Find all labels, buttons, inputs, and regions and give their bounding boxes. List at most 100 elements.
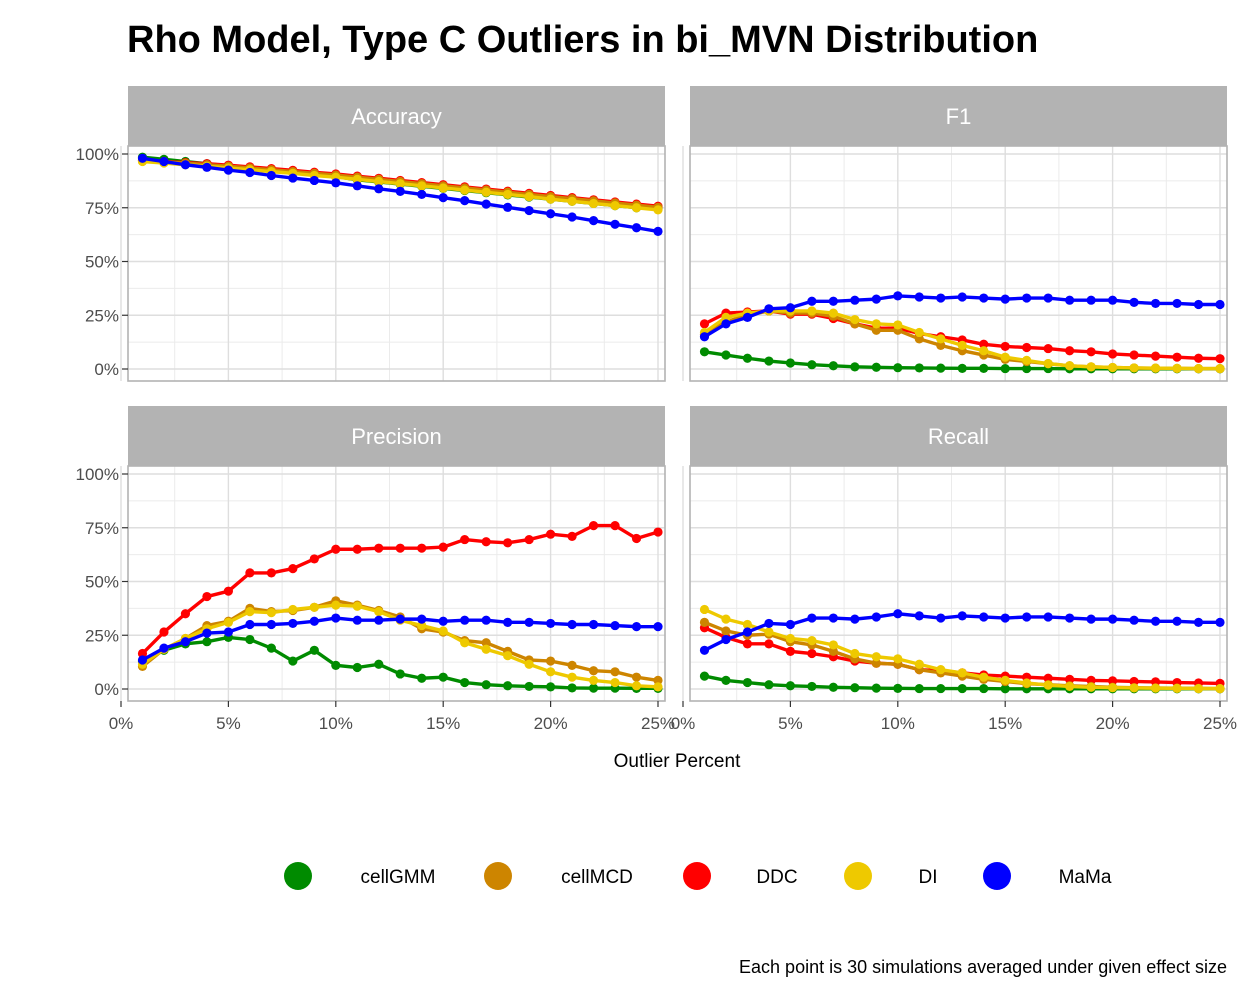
data-point-ddc [1043,673,1053,683]
data-point-ddc [1172,352,1182,362]
legend-key-cellmcd [484,862,512,890]
data-point-ddc [438,542,448,552]
data-point-mama [1000,613,1010,623]
data-point-cellmcd [936,340,946,350]
data-point-di [957,668,967,678]
y-tick-label: 75% [85,199,119,218]
data-point-di [850,314,860,325]
x-tick-label: 5% [216,714,241,733]
data-point-mama [1043,293,1053,303]
data-point-cellgmm [1022,363,1032,374]
data-point-mama [1215,617,1225,627]
data-point-di [1129,683,1139,693]
data-point-cellmcd [871,658,881,668]
data-point-mama [1172,616,1182,626]
data-point-ddc [1043,343,1053,354]
data-point-mama [1000,294,1010,304]
series-mama-recall [699,609,1225,655]
x-tick-label: 10% [881,714,915,733]
data-point-ddc [460,534,470,545]
data-point-mama [223,165,233,175]
data-point-mama [546,209,556,219]
data-point-cellgmm [957,683,967,694]
data-point-mama [1108,295,1118,305]
panel-border-accuracy [127,145,666,382]
data-point-mama [567,212,577,222]
data-point-ddc [610,521,620,531]
panel-f1: F1 [682,86,1228,382]
data-point-di [288,604,298,615]
data-point-mama [137,153,148,163]
x-tick-label: 25% [641,714,675,733]
data-point-di [438,183,448,193]
data-point-cellmcd [610,667,620,677]
data-point-mama [807,613,817,623]
series-ddc-precision [137,521,663,659]
data-point-mama [610,219,620,229]
legend-item-mama: MaMa [983,862,1112,890]
data-point-ddc [159,627,169,637]
data-point-mama [785,619,796,630]
data-point-mama [137,655,148,665]
legend-label-mama: MaMa [1059,867,1112,888]
data-point-mama [785,303,796,313]
legend-item-cellmcd: cellMCD [484,862,633,890]
data-point-cellgmm [893,683,903,693]
data-point-cellgmm [957,363,967,373]
data-point-di [1150,683,1161,693]
data-point-mama [588,216,599,226]
data-point-mama [438,193,448,203]
data-point-ddc [223,586,233,596]
data-point-mama [374,184,384,194]
data-point-di [460,638,470,648]
data-point-di [610,201,620,211]
data-point-di [936,334,946,344]
series-di-accuracy [137,156,663,215]
data-point-ddc [503,538,513,548]
data-point-mama [764,618,774,629]
data-point-mama [1086,295,1096,305]
data-point-cellgmm [309,645,319,655]
data-point-cellgmm [1000,684,1010,694]
data-point-mama [699,332,710,342]
data-point-mama [1193,299,1204,310]
data-point-di [785,633,796,644]
data-point-cellgmm [979,683,989,694]
data-point-cellmcd [567,660,577,670]
y-tick-label: 0% [94,360,119,379]
panel-border-recall [689,465,1228,702]
facet-strip-precision [128,406,665,466]
data-point-ddc [1022,342,1032,353]
legend-key-di [844,862,872,890]
data-point-di [481,644,491,654]
data-point-cellgmm [460,677,470,688]
data-point-mama [266,619,276,630]
data-point-cellmcd [721,626,731,636]
data-point-ddc [309,554,319,564]
panel-border-precision [127,465,666,702]
data-point-cellgmm [785,681,796,691]
data-point-mama [957,611,967,621]
data-point-mama [699,645,710,655]
data-point-mama [764,304,774,314]
data-point-di [417,181,427,191]
data-point-ddc [180,609,191,619]
data-point-cellgmm [567,683,577,693]
data-point-ddc [374,543,384,553]
data-point-cellgmm [331,660,341,670]
data-point-di [588,675,599,686]
data-point-mama [481,199,491,209]
data-point-di [653,205,663,215]
data-point-di [653,682,663,692]
data-point-cellgmm [764,356,774,366]
data-point-di [742,619,753,630]
data-point-di [1172,683,1182,693]
data-point-di [1043,359,1053,369]
data-point-cellgmm [936,683,946,694]
data-point-di [331,600,341,610]
x-tick-label: 20% [534,714,568,733]
data-point-cellgmm [871,362,881,372]
data-point-di [1108,683,1118,693]
x-tick-label: 20% [1096,714,1130,733]
data-point-di [893,320,903,330]
